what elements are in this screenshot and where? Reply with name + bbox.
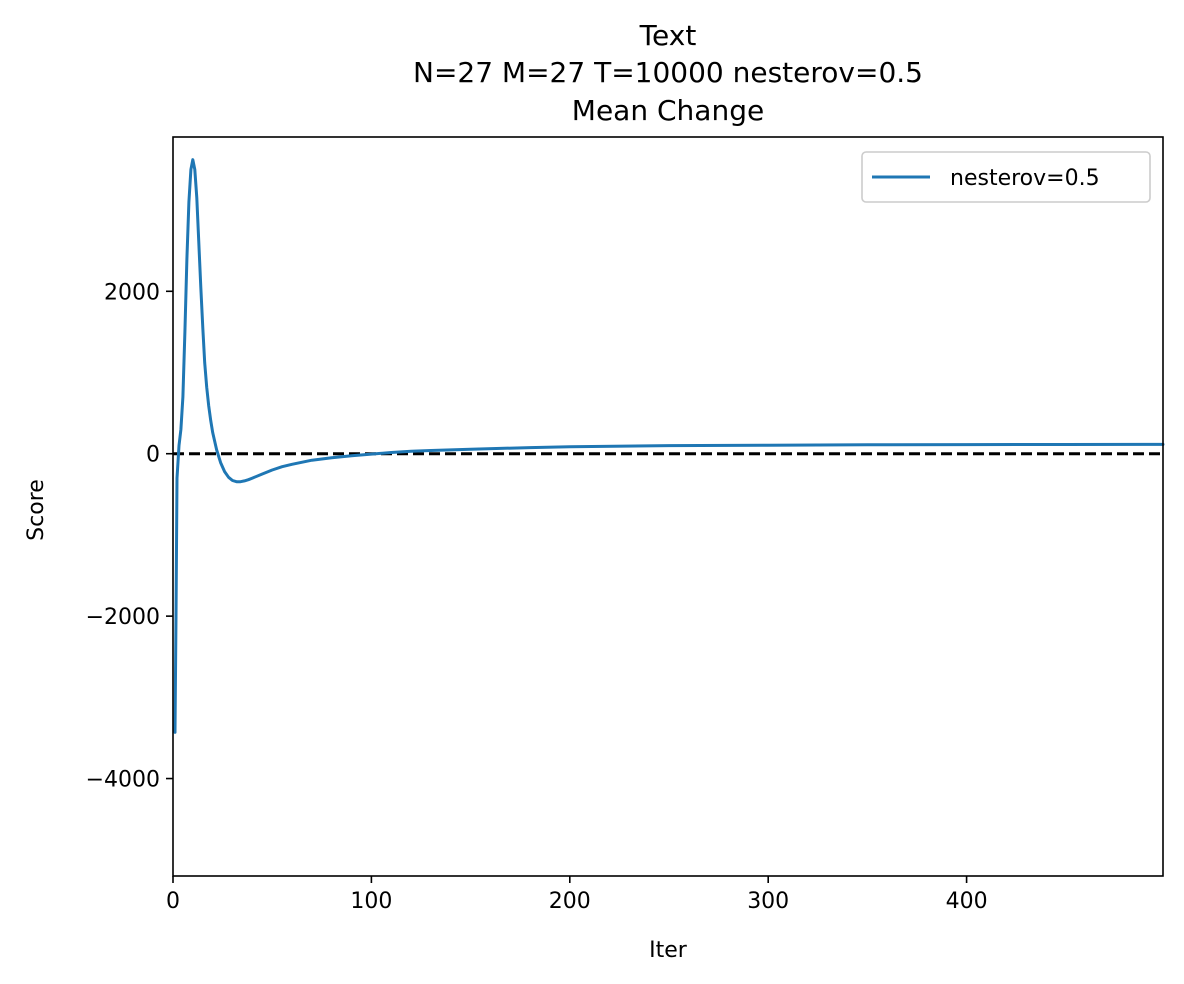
x-tick-label: 100: [350, 889, 392, 914]
title-line-2: N=27 M=27 T=10000 nesterov=0.5: [413, 56, 923, 89]
series-line-0: [173, 158, 1165, 734]
y-tick-label: −2000: [86, 605, 160, 630]
plot-frame: [172, 136, 1164, 877]
title-line-1: Text: [639, 19, 697, 52]
legend-label: nesterov=0.5: [950, 166, 1100, 191]
title-line-3: Mean Change: [572, 94, 764, 127]
y-axis: −4000 −2000 0 2000: [86, 280, 173, 793]
legend-box: [861, 151, 1151, 203]
x-tick-label: 400: [946, 889, 988, 914]
chart-title: Text N=27 M=27 T=10000 nesterov=0.5 Mean…: [413, 19, 923, 127]
y-tick-label: −4000: [86, 768, 160, 793]
legend: nesterov=0.5: [861, 151, 1151, 203]
y-axis-label: Score: [24, 479, 49, 541]
plot-area: [173, 158, 1165, 734]
y-tick-label: 0: [146, 443, 160, 468]
x-tick-label: 300: [747, 889, 789, 914]
x-axis-label: Iter: [649, 938, 688, 963]
x-tick-label: 0: [166, 889, 180, 914]
x-tick-label: 200: [549, 889, 591, 914]
x-axis: 0 100 200 300 400: [166, 876, 988, 914]
y-tick-label: 2000: [104, 280, 160, 305]
